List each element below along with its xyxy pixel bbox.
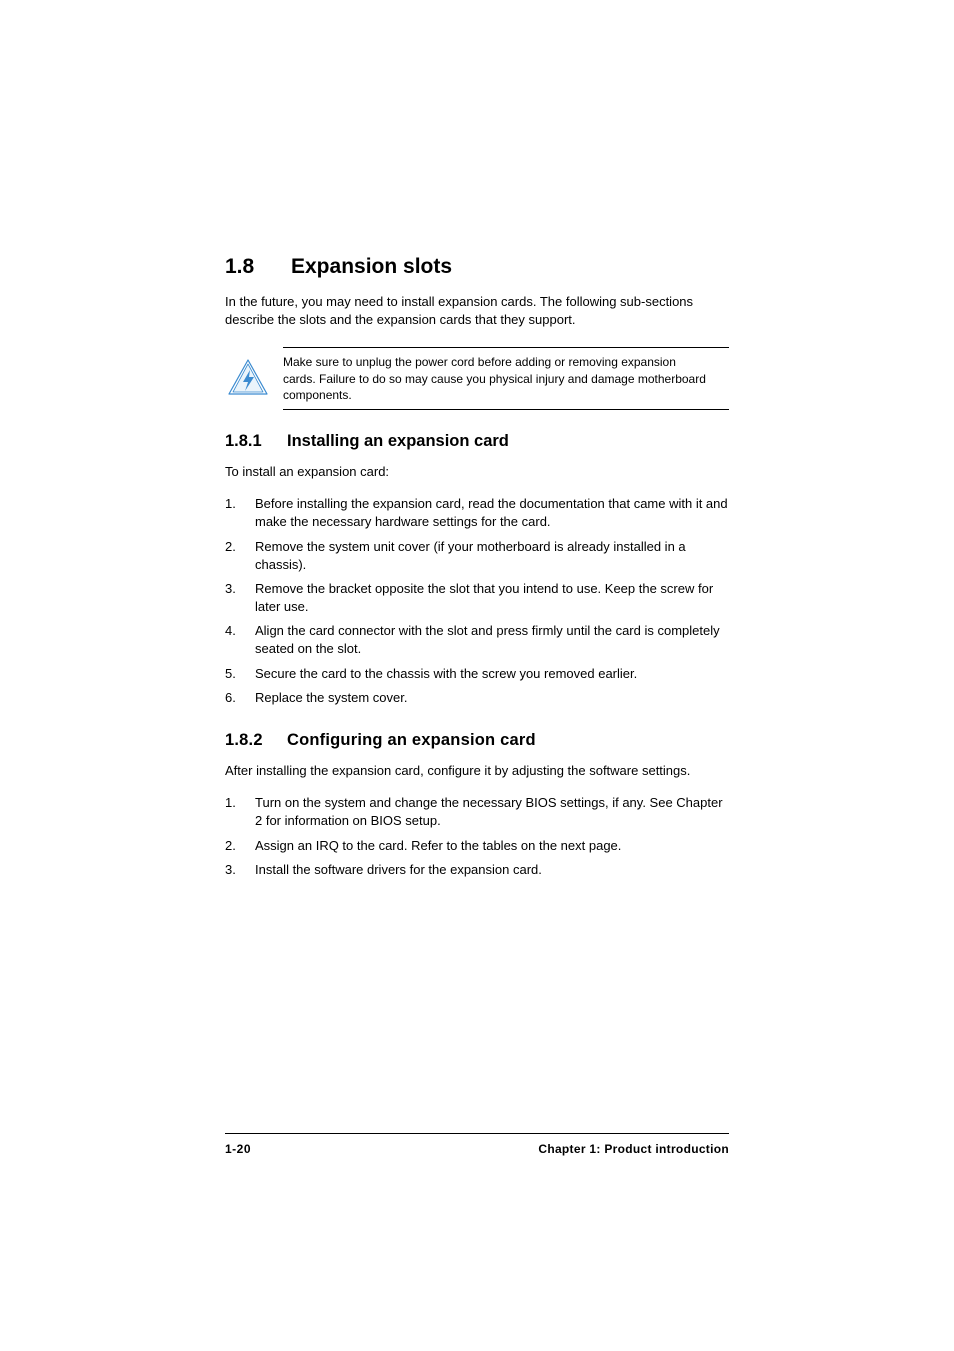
list-item: Replace the system cover. bbox=[225, 689, 729, 707]
install-steps-list: Before installing the expansion card, re… bbox=[225, 495, 729, 707]
warning-callout: Make sure to unplug the power cord befor… bbox=[225, 347, 729, 410]
list-item: Remove the system unit cover (if your mo… bbox=[225, 538, 729, 574]
list-item: Turn on the system and change the necess… bbox=[225, 794, 729, 830]
section-number: 1.8 bbox=[225, 255, 291, 279]
section-intro: In the future, you may need to install e… bbox=[225, 293, 729, 329]
list-item: Align the card connector with the slot a… bbox=[225, 622, 729, 658]
chapter-label: Chapter 1: Product introduction bbox=[538, 1142, 729, 1156]
subsection-1-lead: To install an expansion card: bbox=[225, 463, 729, 481]
lightning-warning-icon bbox=[227, 358, 283, 400]
section-heading: 1.8Expansion slots bbox=[225, 255, 729, 279]
subsection-1-number: 1.8.1 bbox=[225, 432, 287, 451]
page-footer: 1-20 Chapter 1: Product introduction bbox=[225, 1133, 729, 1156]
subsection-1-title: Installing an expansion card bbox=[287, 432, 509, 450]
list-item: Assign an IRQ to the card. Refer to the … bbox=[225, 837, 729, 855]
list-item: Before installing the expansion card, re… bbox=[225, 495, 729, 531]
list-item: Install the software drivers for the exp… bbox=[225, 861, 729, 879]
subsection-2-heading: 1.8.2Configuring an expansion card bbox=[225, 731, 729, 750]
configure-steps-list: Turn on the system and change the necess… bbox=[225, 794, 729, 879]
callout-text-container: Make sure to unplug the power cord befor… bbox=[283, 347, 729, 410]
subsection-2-lead: After installing the expansion card, con… bbox=[225, 762, 729, 780]
section-title: Expansion slots bbox=[291, 255, 452, 278]
subsection-2-title: Configuring an expansion card bbox=[287, 731, 536, 749]
list-item: Secure the card to the chassis with the … bbox=[225, 665, 729, 683]
subsection-2-number: 1.8.2 bbox=[225, 731, 287, 750]
subsection-1-heading: 1.8.1Installing an expansion card bbox=[225, 432, 729, 451]
page-content: 1.8Expansion slots In the future, you ma… bbox=[0, 0, 954, 879]
page-number: 1-20 bbox=[225, 1142, 251, 1156]
callout-text: Make sure to unplug the power cord befor… bbox=[283, 354, 729, 403]
list-item: Remove the bracket opposite the slot tha… bbox=[225, 580, 729, 616]
